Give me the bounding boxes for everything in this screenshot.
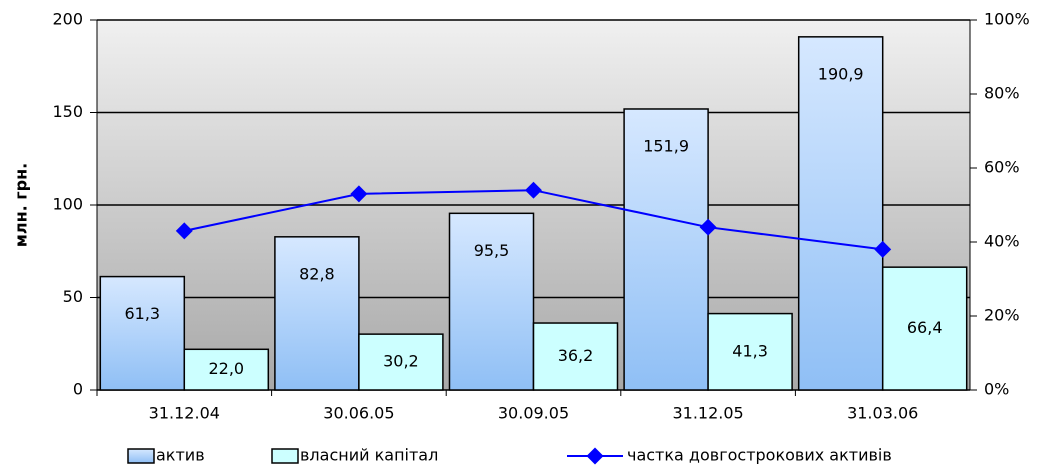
data-label: 82,8: [299, 264, 335, 283]
legend-label: частка довгострокових активів: [627, 446, 892, 465]
bar: [274, 236, 360, 391]
legend-label: власний капітал: [300, 446, 438, 465]
legend-marker: [586, 447, 604, 465]
line-marker: [175, 222, 193, 240]
legend-swatch: [271, 448, 299, 464]
data-label: 30,2: [383, 352, 419, 371]
bar: [183, 348, 270, 391]
data-label: 151,9: [643, 136, 689, 155]
y2-tick-label: 20%: [984, 306, 1020, 325]
data-label: 36,2: [558, 346, 594, 365]
y-axis-label: млн. грн.: [12, 163, 31, 247]
y2-tick-label: 40%: [984, 232, 1020, 251]
data-label: 22,0: [208, 359, 244, 378]
bar: [532, 322, 619, 391]
x-tick-label: 30.06.05: [323, 404, 394, 423]
data-label: 95,5: [474, 241, 510, 260]
legend-label: актив: [156, 446, 205, 465]
line-marker: [699, 218, 717, 236]
bar: [623, 108, 709, 391]
y2-tick-label: 80%: [984, 84, 1020, 103]
y-tick-label: 100: [52, 195, 83, 214]
y-tick-label: 50: [63, 287, 83, 306]
bar: [707, 312, 793, 391]
line-marker: [874, 240, 892, 258]
bar: [99, 275, 186, 391]
bar: [448, 212, 535, 391]
y2-tick-label: 0%: [984, 380, 1009, 399]
x-tick-label: 31.03.06: [847, 404, 918, 423]
data-label: 61,3: [124, 304, 160, 323]
bar: [797, 36, 884, 391]
bar: [881, 266, 968, 391]
data-label: 190,9: [818, 64, 864, 83]
y2-tick-label: 60%: [984, 158, 1020, 177]
data-label: 41,3: [732, 341, 768, 360]
y-tick-label: 150: [52, 102, 83, 121]
x-tick-label: 30.09.05: [498, 404, 569, 423]
y-tick-label: 200: [52, 10, 83, 29]
x-tick-label: 31.12.04: [149, 404, 220, 423]
legend-swatch: [127, 448, 155, 464]
x-tick-label: 31.12.05: [672, 404, 743, 423]
line-marker: [350, 185, 368, 203]
line-marker: [525, 181, 542, 199]
y2-tick-label: 100%: [984, 10, 1030, 29]
data-label: 66,4: [907, 318, 943, 337]
y-tick-label: 0: [73, 380, 83, 399]
bar: [358, 333, 444, 391]
